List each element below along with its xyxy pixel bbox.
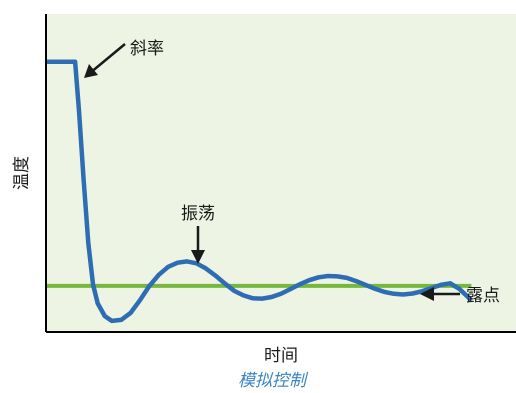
temperature-line [46,59,473,324]
annotation-label-slope: 斜率 [130,39,164,59]
annotation-label-oscillation: 振荡 [181,204,215,224]
y-axis-label: 温度 [12,156,32,190]
annotation-arrowhead-slope [84,64,98,78]
annotation-arrowhead-oscillation [191,250,205,264]
annotation-arrowhead-dewpoint [420,287,434,301]
annotation-arrow-slope [89,43,126,74]
plot-area [46,14,516,332]
chart-caption: 模拟控制 [238,371,309,391]
annotation-label-dewpoint: 露点 [466,286,500,306]
series-layer [46,59,473,324]
x-axis-label: 时间 [264,346,298,366]
